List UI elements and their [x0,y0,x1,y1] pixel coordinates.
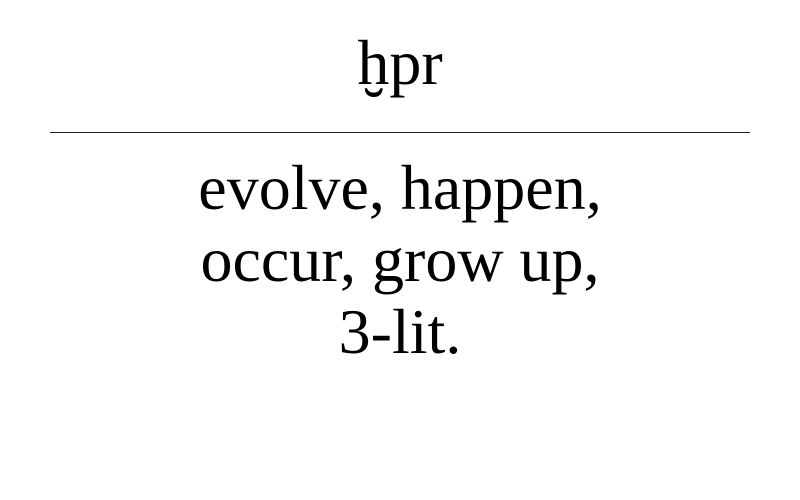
term-heading: ḫpr [357,27,443,98]
divider-line [50,132,750,133]
definition-line-1: evolve, happen, [198,152,602,223]
definition-line-3: 3-lit. [338,296,462,367]
definition-block: evolve, happen, occur, grow up, 3-lit. [40,152,760,368]
definition-line-2: occur, grow up, [200,224,600,295]
